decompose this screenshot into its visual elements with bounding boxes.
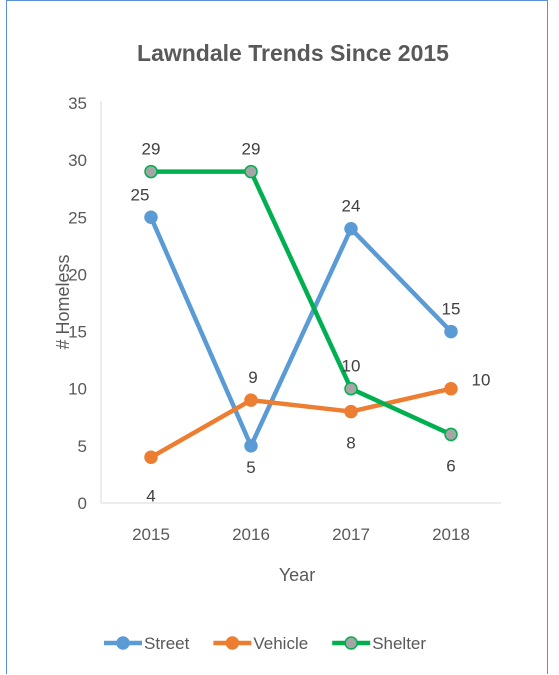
data-label-street: 5 <box>246 458 255 477</box>
x-tick-label: 2015 <box>132 525 170 544</box>
y-tick-label: 10 <box>68 380 87 399</box>
series-vehicle <box>144 381 458 465</box>
series-line-street <box>148 215 454 449</box>
data-point-street <box>144 210 158 225</box>
data-label-shelter: 29 <box>242 140 261 159</box>
data-point-vehicle <box>144 450 158 465</box>
y-tick-label: 35 <box>68 94 87 113</box>
x-tick-label: 2017 <box>332 525 370 544</box>
data-point-vehicle <box>244 393 258 407</box>
y-tick-label: 25 <box>68 208 87 227</box>
data-label-vehicle: 9 <box>248 368 257 387</box>
data-point-vehicle <box>444 381 458 396</box>
legend-label-street: Street <box>144 634 190 653</box>
series-street <box>144 210 458 453</box>
data-label-vehicle: 10 <box>472 371 491 390</box>
data-point-vehicle <box>344 404 358 419</box>
x-tick-labels: 2015 2016 2017 2018 <box>132 525 470 544</box>
data-label-vehicle: 8 <box>346 434 355 453</box>
legend-item-vehicle: Vehicle <box>213 634 308 653</box>
legend-marker-vehicle <box>225 636 240 650</box>
data-label-vehicle: 4 <box>146 486 155 505</box>
y-tick-label: 0 <box>78 494 87 513</box>
data-label-street: 24 <box>342 197 361 216</box>
data-label-shelter: 6 <box>446 456 455 475</box>
line-chart: Lawndale Trends Since 2015 0 5 10 15 20 25 30 3… <box>53 40 501 653</box>
y-tick-label: 15 <box>68 323 87 342</box>
y-tick-label: 30 <box>68 151 87 170</box>
chart-frame: Lawndale Trends Since 2015 0 5 10 15 20 25 30 3… <box>6 0 548 674</box>
y-tick-label: 20 <box>68 265 87 284</box>
legend-label-shelter: Shelter <box>372 634 426 653</box>
x-tick-label: 2018 <box>432 525 470 544</box>
legend-marker-shelter <box>344 636 358 650</box>
series-line-shelter <box>148 169 454 437</box>
data-point-shelter <box>244 164 258 179</box>
series-layer <box>144 164 458 465</box>
legend-marker-street <box>116 636 130 650</box>
y-tick-label: 5 <box>78 437 87 456</box>
data-point-shelter <box>144 164 158 179</box>
data-label-street: 25 <box>131 185 150 204</box>
legend: Street Vehicle Shelter <box>104 634 426 653</box>
x-axis-title: Year <box>279 565 315 585</box>
data-label-street: 15 <box>442 300 461 319</box>
data-label-shelter: 10 <box>342 357 361 376</box>
data-labels: 25 5 24 15 4 9 8 10 29 29 10 6 <box>131 140 491 506</box>
x-tick-label: 2016 <box>232 525 270 544</box>
data-point-street <box>444 324 458 339</box>
data-point-shelter <box>344 381 358 396</box>
series-line-vehicle <box>148 386 454 460</box>
y-axis-title: # Homeless <box>53 254 73 349</box>
data-point-street <box>244 439 258 453</box>
series-shelter <box>144 164 458 442</box>
chart-title: Lawndale Trends Since 2015 <box>137 40 449 66</box>
legend-item-street: Street <box>104 634 190 653</box>
data-label-shelter: 29 <box>142 140 161 159</box>
y-tick-labels: 0 5 10 15 20 25 30 35 <box>68 94 87 513</box>
data-point-street <box>344 221 358 236</box>
legend-label-vehicle: Vehicle <box>253 634 308 653</box>
data-point-shelter <box>444 427 458 442</box>
legend-item-shelter: Shelter <box>332 634 426 653</box>
